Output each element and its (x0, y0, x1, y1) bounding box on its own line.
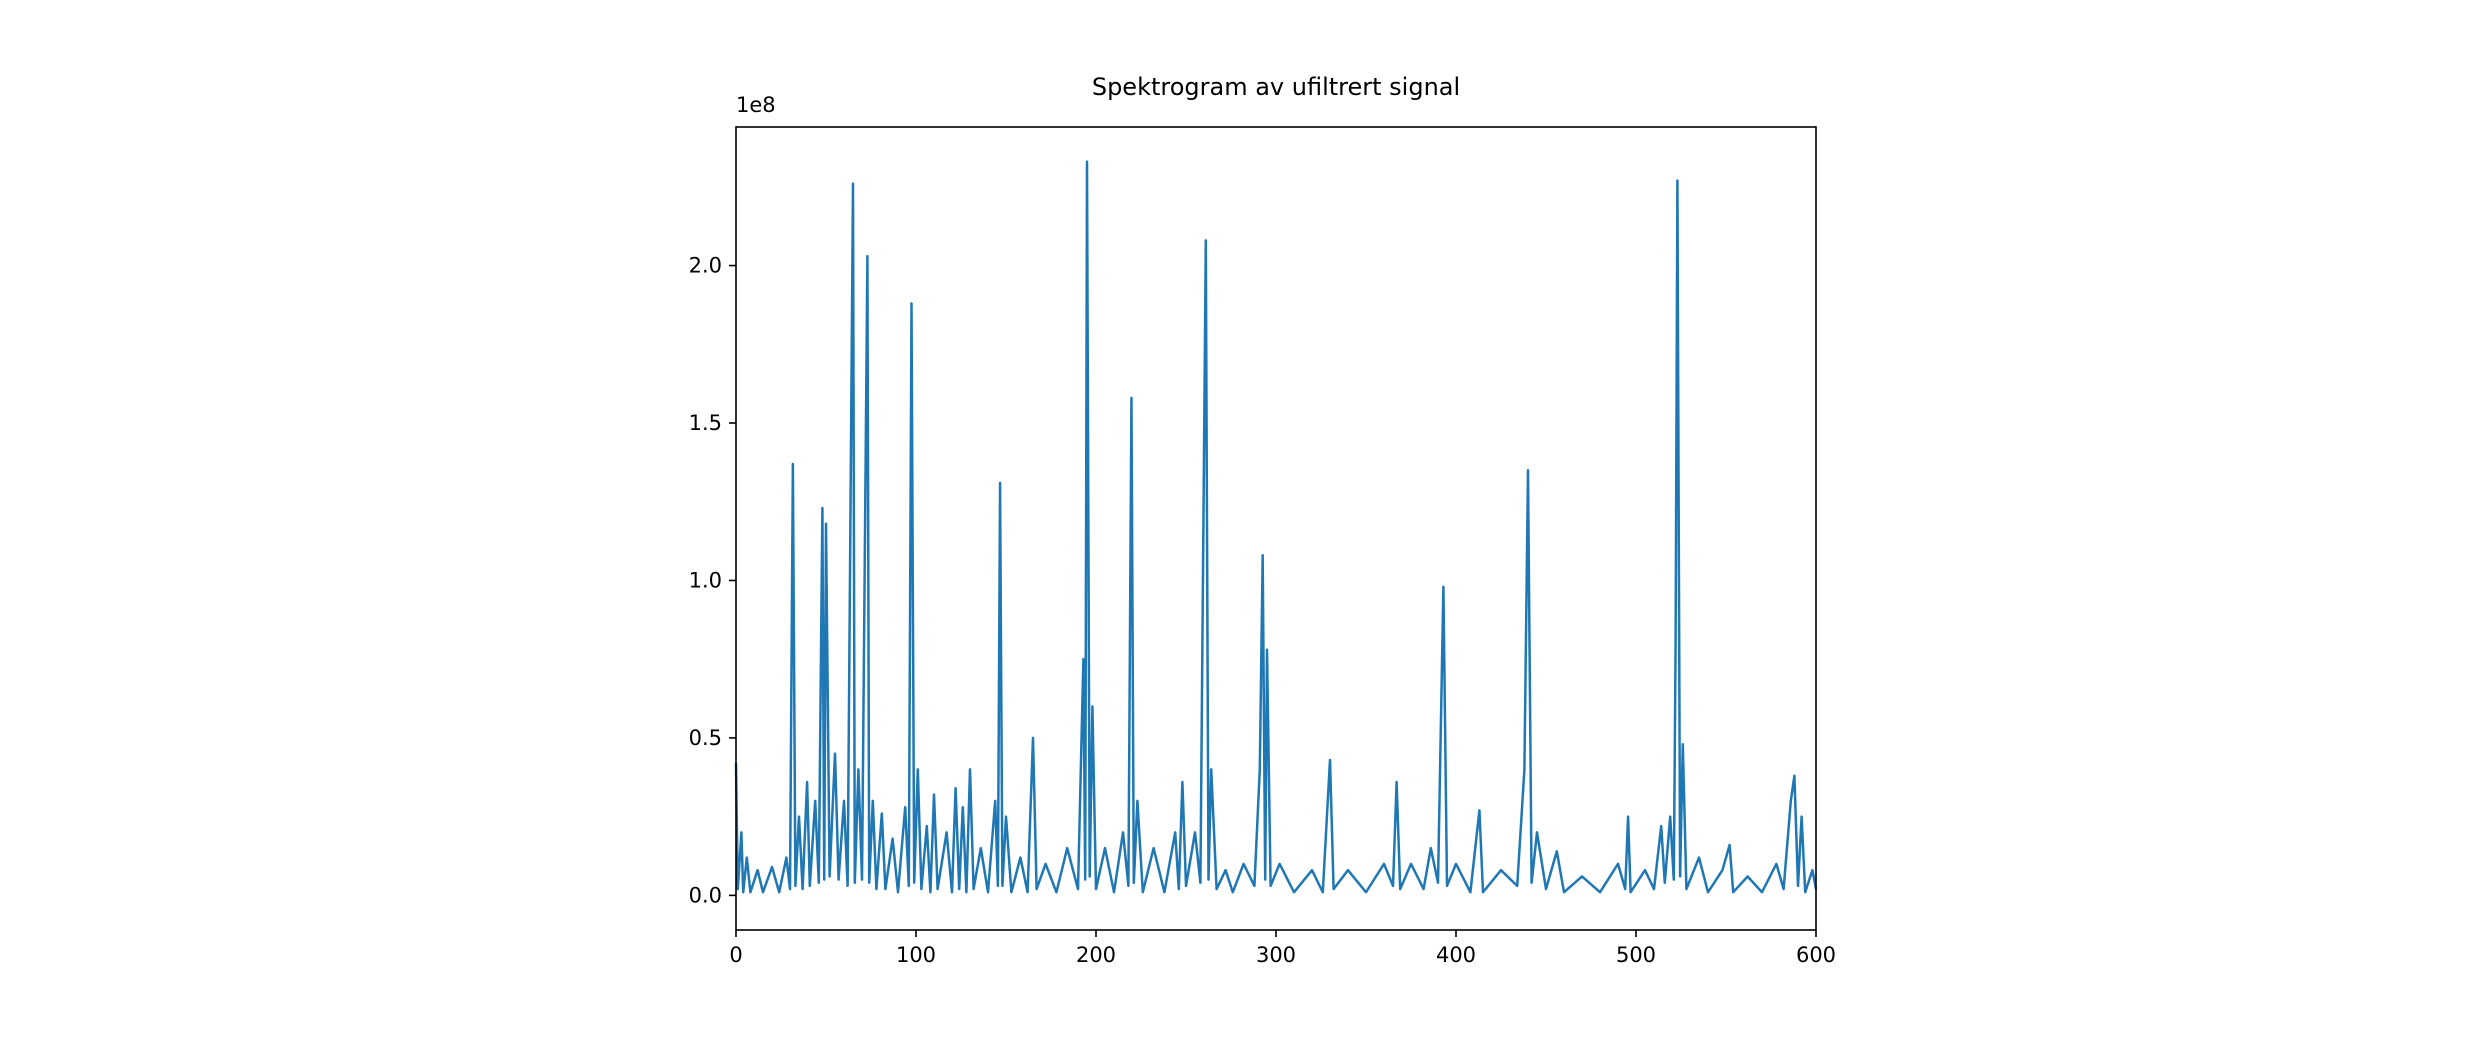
axes-frame (735, 126, 1817, 931)
x-tick-label: 100 (896, 943, 936, 967)
line (734, 160, 1818, 894)
x-tick-label: 600 (1796, 943, 1836, 967)
y-tick-label: 2.0 (689, 254, 722, 278)
y-tick-label: 1.5 (689, 411, 722, 435)
x-tick-label: 500 (1616, 943, 1656, 967)
x-tick-label: 400 (1436, 943, 1476, 967)
chart-title: Spektrogram av ufiltrert signal (1092, 73, 1460, 101)
x-tick-label: 300 (1256, 943, 1296, 967)
x-tick-label: 200 (1076, 943, 1116, 967)
y-tick-label: 0.5 (689, 726, 722, 750)
x-tick-label: 0 (729, 943, 742, 967)
y-tick-label: 1.0 (689, 568, 722, 592)
y-offset-label: 1e8 (736, 93, 776, 117)
y-tick-label: 0.0 (689, 883, 722, 907)
